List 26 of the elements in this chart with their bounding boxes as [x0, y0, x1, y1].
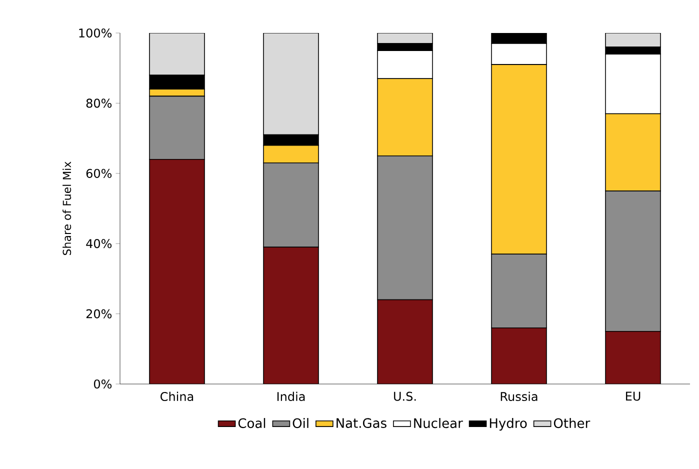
x-tick-label: India	[277, 392, 305, 402]
bar	[377, 299, 433, 384]
legend-label: Nat.Gas	[336, 418, 386, 428]
legend-label: Nuclear	[414, 418, 463, 428]
bar	[263, 246, 319, 384]
y-tick-label: 60%	[86, 168, 112, 178]
y-tick-label: 0%	[94, 379, 112, 389]
legend-label: Hydro	[490, 418, 527, 431]
bar	[149, 32, 205, 76]
y-tick-label: 100%	[79, 28, 112, 38]
x-tick-label: U.S.	[394, 392, 416, 401]
bar	[605, 32, 661, 48]
y-axis-title: Share of Fuel Mix	[62, 162, 72, 255]
y-tick-label: 20%	[86, 309, 112, 318]
bar	[263, 32, 319, 136]
y-tick-label: 40%	[86, 239, 112, 248]
bar	[149, 158, 205, 384]
x-tick-label: EU	[626, 392, 640, 401]
y-tick-label: 80%	[86, 98, 112, 108]
bar	[491, 327, 547, 384]
legend-label: Coal	[238, 418, 266, 428]
x-tick-label: Russia	[500, 392, 538, 402]
legend-label: Oil	[292, 418, 308, 428]
x-tick-label: China	[160, 392, 194, 402]
bar	[605, 330, 661, 384]
legend-label: Other	[554, 418, 590, 428]
